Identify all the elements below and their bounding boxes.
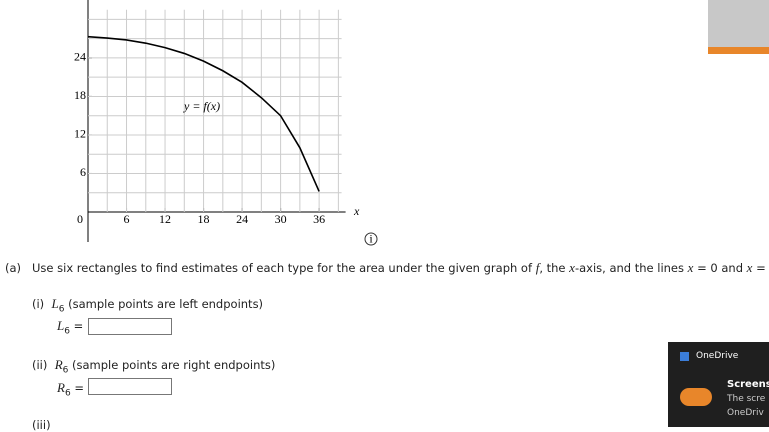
text: Use six rectangles to find estimates of … [32,261,536,275]
text: x [569,260,575,275]
app-icon [680,352,689,361]
part-a: (a) Use six rectangles to find estimates… [5,260,769,276]
text: , the [539,261,570,275]
x-axis-label: x [353,204,360,218]
item-label: (i) [32,297,45,311]
text: x [746,260,753,275]
answer-input[interactable] [88,378,172,395]
text: = 0 and [693,261,747,275]
answer-row: L6 = [57,318,83,336]
text: x [687,260,694,275]
notification-text: The scre [727,394,766,404]
cloud-icon [680,388,712,406]
symbol: R [57,380,65,395]
subscript: 6 [64,326,70,337]
subscript: 6 [62,365,69,376]
notification-title: Screensh [727,379,769,390]
y-tick-label: 18 [74,88,86,102]
notification[interactable]: OneDrive Screensh The scre OneDriv [668,342,769,427]
info-icon[interactable] [364,232,378,246]
item: (iii) [32,418,51,432]
app-name: OneDrive [696,351,739,361]
item: (i) L6 (sample points are left endpoints… [32,296,263,314]
item-label: (iii) [32,418,51,432]
y-tick-label: 24 [74,50,86,64]
text: = [752,261,769,275]
thumbnail[interactable] [708,0,769,47]
equals: = [73,319,84,333]
x-tick-label: 30 [275,212,287,226]
item: (ii) R6 (sample points are right endpoin… [32,357,275,375]
symbol: L [51,296,59,311]
curve [87,35,320,192]
x-tick-label: 0 [77,212,83,226]
item-label: (ii) [32,358,48,372]
x-tick-label: 24 [236,212,248,226]
notification-text: OneDriv [727,408,764,418]
text: -axis, and the lines [574,261,688,275]
answer-row: R6 = [57,380,84,398]
x-tick-label: 6 [124,212,130,226]
symbol: L [57,318,65,333]
thumbnail-bar [708,47,769,54]
curve-label: y = f(x) [183,99,220,113]
description: (sample points are right endpoints) [72,358,276,372]
description: (sample points are left endpoints) [68,297,264,311]
answer-input[interactable] [88,318,172,335]
subscript: 6 [64,388,71,399]
text: f [535,260,540,275]
equals: = [74,381,84,395]
y-tick-label: 6 [80,165,86,179]
x-tick-label: 36 [313,212,325,226]
symbol: R [54,357,63,372]
info-icon-glyph: i [369,231,373,245]
x-tick-label: 18 [198,212,210,226]
y-tick-label: 12 [74,127,86,141]
subscript: 6 [58,304,65,315]
x-tick-label: 12 [159,212,171,226]
part-label: (a) [5,261,22,275]
